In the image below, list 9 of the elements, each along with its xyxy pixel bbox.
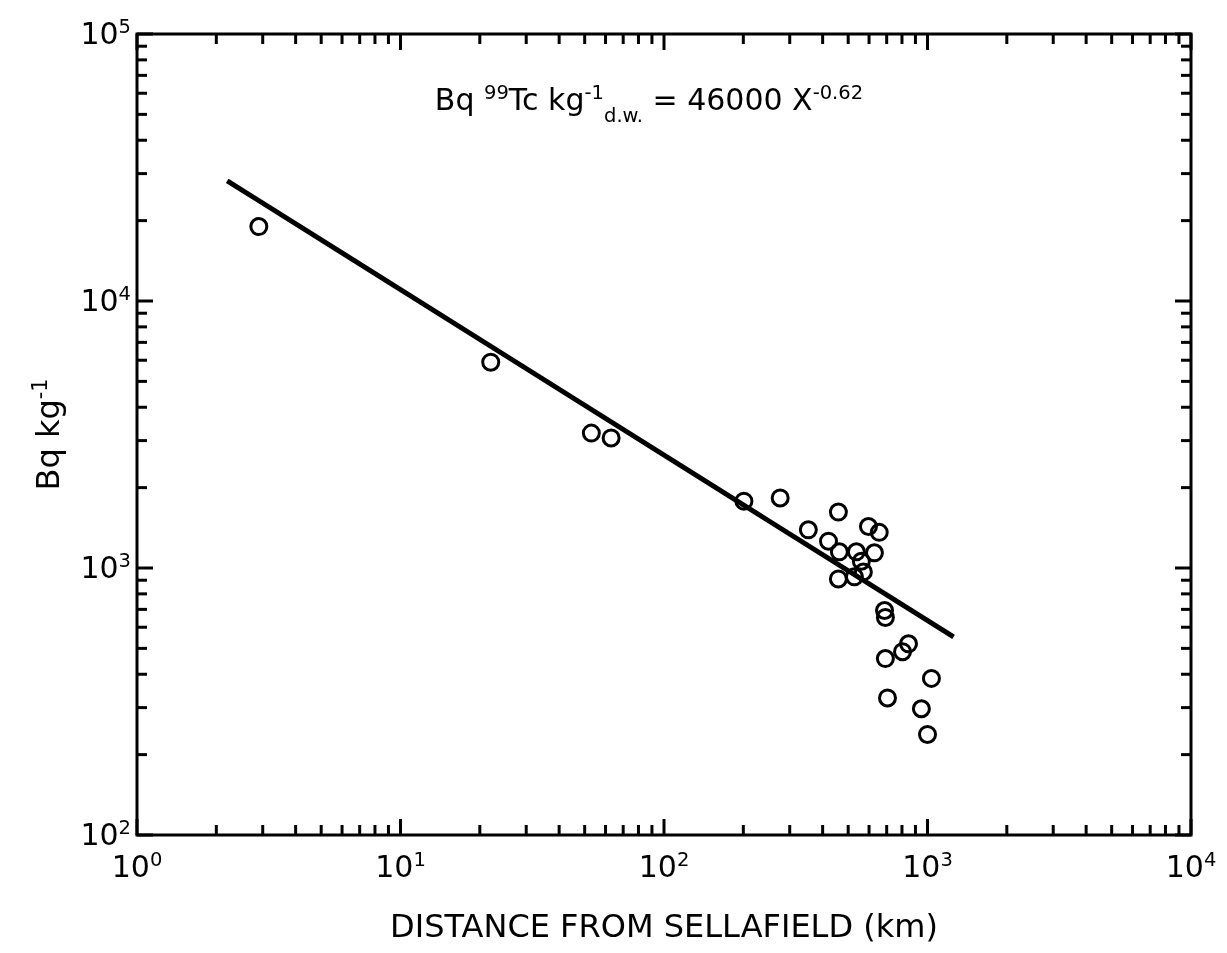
x-axis-title: DISTANCE FROM SELLAFIELD (km) <box>390 907 938 945</box>
y-tick-label: 10$^{4}$ <box>80 281 131 318</box>
y-tick-label: 10$^{5}$ <box>80 14 131 51</box>
annotation: Bq $^{99}$Tc kg$^{-1}$$_{d.w.}$ = 46000 X$^{-0.62}$ <box>434 80 864 127</box>
x-tick-label: 10$^{2}$ <box>638 847 690 884</box>
x-tick-label: 10$^{4}$ <box>1165 847 1217 884</box>
x-tick-label: 10$^{1}$ <box>375 847 426 884</box>
y-tick-label: 10$^{3}$ <box>80 548 131 585</box>
x-tick-label: 10$^{3}$ <box>902 847 953 884</box>
